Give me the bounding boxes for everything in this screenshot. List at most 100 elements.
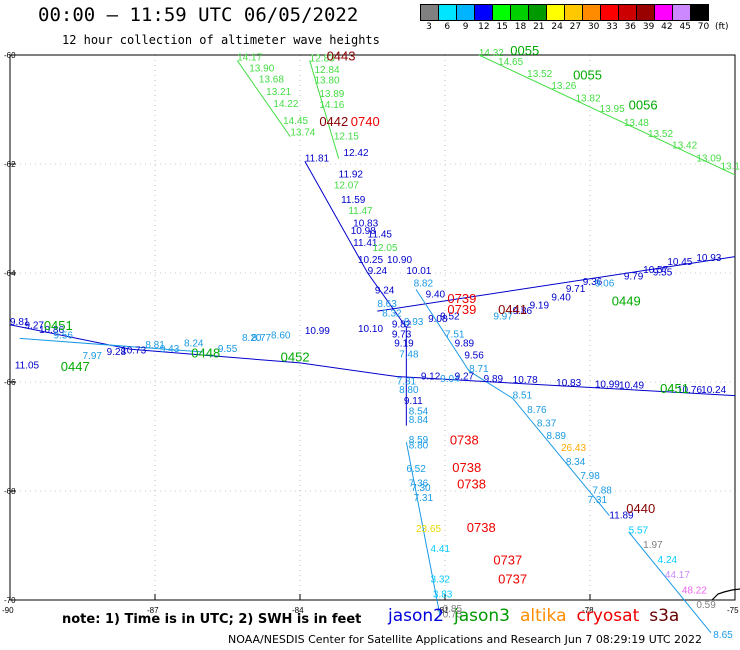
wave-height-value: 9.79 bbox=[624, 272, 644, 283]
wave-height-value: 11.59 bbox=[341, 195, 366, 206]
wave-height-value: 13.09 bbox=[696, 153, 721, 164]
wave-height-value: 9.52 bbox=[440, 311, 460, 322]
wave-height-value: 7.31 bbox=[397, 377, 417, 388]
wave-height-value: 8.89 bbox=[547, 431, 567, 442]
pass-time-label: 0740 bbox=[351, 114, 380, 129]
wave-height-value: 10.76 bbox=[677, 385, 702, 396]
colorbar-cell bbox=[690, 4, 709, 21]
x-tick-label: -90 bbox=[2, 606, 14, 615]
chart-title: 00:00 – 11:59 UTC 06/05/2022 bbox=[38, 4, 359, 26]
pass-time-label: 0738 bbox=[457, 476, 486, 491]
wave-height-value: 10.49 bbox=[619, 381, 644, 392]
satellite-track bbox=[405, 441, 441, 617]
coastline bbox=[711, 588, 740, 601]
wave-height-value: 7.30 bbox=[411, 483, 431, 494]
wave-height-value: 9.40 bbox=[426, 290, 446, 301]
colorbar bbox=[420, 4, 709, 21]
colorbar-label: 39 bbox=[642, 22, 655, 32]
x-tick-label: -78 bbox=[582, 606, 594, 615]
wave-height-value: 11.89 bbox=[609, 510, 634, 521]
wave-height-value: 7.36 bbox=[409, 479, 429, 490]
wave-height-value: 8.80 bbox=[399, 385, 419, 396]
footer-note: note: 1) Time is in UTC; 2) SWH is in fe… bbox=[62, 612, 362, 627]
colorbar-label: 33 bbox=[606, 22, 618, 32]
pass-time-label: 0055 bbox=[510, 43, 539, 58]
wave-height-value: 9.11 bbox=[404, 396, 423, 407]
colorbar-label: 3 bbox=[426, 22, 432, 32]
wave-height-value: 8.84 bbox=[409, 415, 429, 426]
wave-height-value: 8.51 bbox=[513, 390, 533, 401]
wave-height-value: 13.52 bbox=[527, 69, 552, 80]
wave-height-value: 9.08 bbox=[428, 314, 448, 325]
wave-height-value: 7.97 bbox=[83, 351, 103, 362]
wave-height-value: 8.54 bbox=[409, 407, 429, 418]
satellite-track bbox=[236, 60, 291, 138]
axis-ticks: -60-62-64-66-68-70-90 -87 -84 -81 -78 -75 bbox=[2, 51, 739, 615]
wave-height-value: 14.32 bbox=[479, 48, 504, 59]
pass-time-label: 0738 bbox=[452, 460, 481, 475]
wave-height-value: 4.41 bbox=[431, 544, 451, 555]
wave-height-value: 13.18 bbox=[721, 161, 740, 172]
wave-height-value: 11.45 bbox=[368, 230, 393, 241]
legend-jason2: jason2 bbox=[388, 606, 444, 626]
wave-height-value: 13.95 bbox=[600, 104, 625, 115]
colorbar-label: 45 bbox=[679, 22, 691, 32]
wave-height-value: 8.82 bbox=[414, 279, 434, 290]
wave-height-value: 9.06 bbox=[595, 279, 615, 290]
wave-height-value: 9.12 bbox=[421, 371, 441, 382]
wave-height-value: 13.21 bbox=[266, 87, 291, 98]
wave-height-value: 9.89 bbox=[484, 374, 504, 385]
wave-height-value: 12.15 bbox=[334, 131, 359, 142]
wave-height-value: 13.90 bbox=[249, 63, 274, 74]
wave-height-value: 10.93 bbox=[696, 253, 721, 264]
pass-time-label: 0737 bbox=[498, 572, 527, 587]
wave-height-value: 9.24 bbox=[375, 286, 395, 297]
wave-height-value: 10.83 bbox=[556, 378, 581, 389]
wave-height-value: 14.45 bbox=[283, 116, 308, 127]
wave-height-value: 9.71 bbox=[566, 284, 586, 295]
wave-height-value: 12.83 bbox=[310, 54, 335, 65]
wave-height-value: 8.60 bbox=[271, 330, 291, 341]
wave-height-value: 12.07 bbox=[334, 181, 359, 192]
wave-height-value: 9.04 bbox=[440, 374, 460, 385]
wave-height-value: 9.97 bbox=[493, 311, 513, 322]
wave-height-value: 7.98 bbox=[580, 471, 600, 482]
wave-height-value: 9.81 bbox=[10, 317, 30, 328]
satellite-track bbox=[19, 337, 204, 353]
wave-height-value: 11.81 bbox=[305, 153, 330, 164]
satellite-track bbox=[478, 54, 736, 176]
wave-height-value: 9.19 bbox=[530, 300, 550, 311]
wave-height-value: 7.51 bbox=[445, 329, 465, 340]
wave-height-value: 9.36 bbox=[583, 277, 603, 288]
wave-height-value: 14.17 bbox=[237, 52, 262, 63]
wave-height-value: 12.84 bbox=[315, 65, 340, 76]
wave-height-value: 6.52 bbox=[406, 464, 426, 475]
wave-height-value: 14.22 bbox=[273, 99, 298, 110]
x-tick-label: -84 bbox=[292, 606, 304, 615]
pass-time-label: 0451 bbox=[660, 381, 689, 396]
pass-time-label: 0056 bbox=[629, 98, 658, 113]
wave-height-value: 10.83 bbox=[353, 219, 378, 230]
pass-time-label: 0737 bbox=[493, 553, 522, 568]
wave-height-value: 9.86 bbox=[513, 306, 533, 317]
legend-altika: altika bbox=[520, 606, 567, 626]
pass-time-label: 0440 bbox=[626, 501, 655, 516]
x-tick-label: -87 bbox=[147, 606, 159, 615]
wave-height-value: 8.24 bbox=[184, 339, 204, 350]
pass-time-label: 0738 bbox=[467, 520, 496, 535]
wave-height-value: 14.16 bbox=[319, 100, 344, 111]
wave-height-value: 10.24 bbox=[701, 385, 726, 396]
pass-time-label: 0448 bbox=[191, 345, 220, 360]
wave-height-value: 11.41 bbox=[353, 238, 378, 249]
credit-line: NOAA/NESDIS Center for Satellite Applica… bbox=[228, 633, 703, 646]
colorbar-label: 30 bbox=[587, 22, 600, 32]
satellite-track bbox=[304, 161, 407, 426]
colorbar-label: 12 bbox=[478, 22, 490, 32]
wave-height-value: 8.34 bbox=[566, 457, 586, 468]
wave-height-value: 48.22 bbox=[682, 585, 707, 596]
wave-height-value: 10.99 bbox=[305, 326, 330, 337]
wave-height-value: 10.10 bbox=[358, 324, 383, 335]
satellite-track bbox=[9, 324, 736, 397]
